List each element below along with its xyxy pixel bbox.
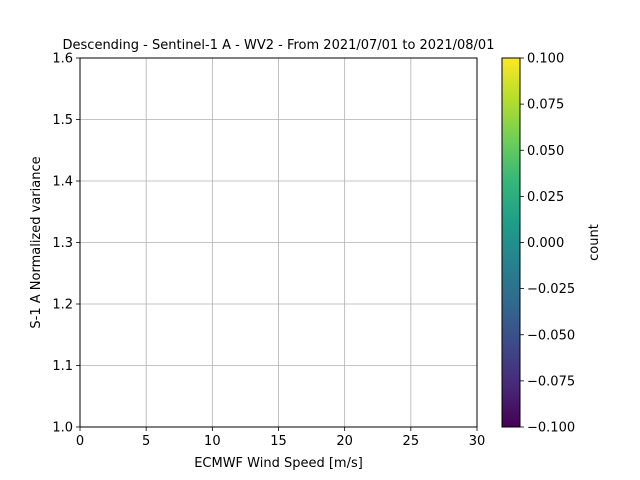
colorbar-tick-label: 0.050 [527, 144, 564, 159]
x-tick-label: 10 [204, 434, 221, 449]
colorbar-tick-label: 0.000 [527, 236, 564, 251]
colorbar-tick-label: 0.100 [527, 52, 564, 67]
colorbar-tick-label: −0.100 [527, 421, 575, 436]
x-tick-label: 15 [270, 434, 287, 449]
colorbar-tick-label: 0.025 [527, 190, 564, 205]
x-axis-label: ECMWF Wind Speed [m/s] [194, 456, 363, 471]
y-tick-label: 1.6 [52, 52, 73, 67]
y-tick-label: 1.4 [52, 175, 73, 190]
colorbar-label: count [587, 224, 602, 261]
y-tick-label: 1.0 [52, 421, 73, 436]
x-tick-label: 30 [469, 434, 486, 449]
x-tick-label: 25 [403, 434, 420, 449]
x-tick-label: 20 [336, 434, 353, 449]
plot-area [79, 57, 478, 428]
x-tick-label: 0 [76, 434, 84, 449]
x-tick-label: 5 [142, 434, 150, 449]
y-tick-label: 1.5 [52, 113, 73, 128]
y-axis-label: S-1 A Normalized variance [29, 156, 44, 328]
chart-title: Descending - Sentinel-1 A - WV2 - From 2… [63, 38, 495, 53]
colorbar-ticks: −0.100 −0.075 −0.050 −0.025 0.000 0.025 0.050 0… [520, 52, 575, 436]
y-axis-ticks: 1.0 1.1 1.2 1.3 1.4 1.5 1.6 [52, 52, 80, 436]
colorbar-tick-label: −0.075 [527, 374, 575, 389]
colorbar-tick-label: 0.075 [527, 98, 564, 113]
colorbar-gradient [502, 58, 520, 427]
colorbar: −0.100 −0.075 −0.050 −0.025 0.000 0.025 0.050 0… [501, 52, 602, 436]
x-axis-ticks: 0 5 10 15 20 25 30 [76, 427, 485, 449]
y-tick-label: 1.3 [52, 236, 73, 251]
colorbar-tick-label: −0.050 [527, 328, 575, 343]
colorbar-tick-label: −0.025 [527, 282, 575, 297]
y-tick-label: 1.2 [52, 298, 73, 313]
y-tick-label: 1.1 [52, 359, 73, 374]
